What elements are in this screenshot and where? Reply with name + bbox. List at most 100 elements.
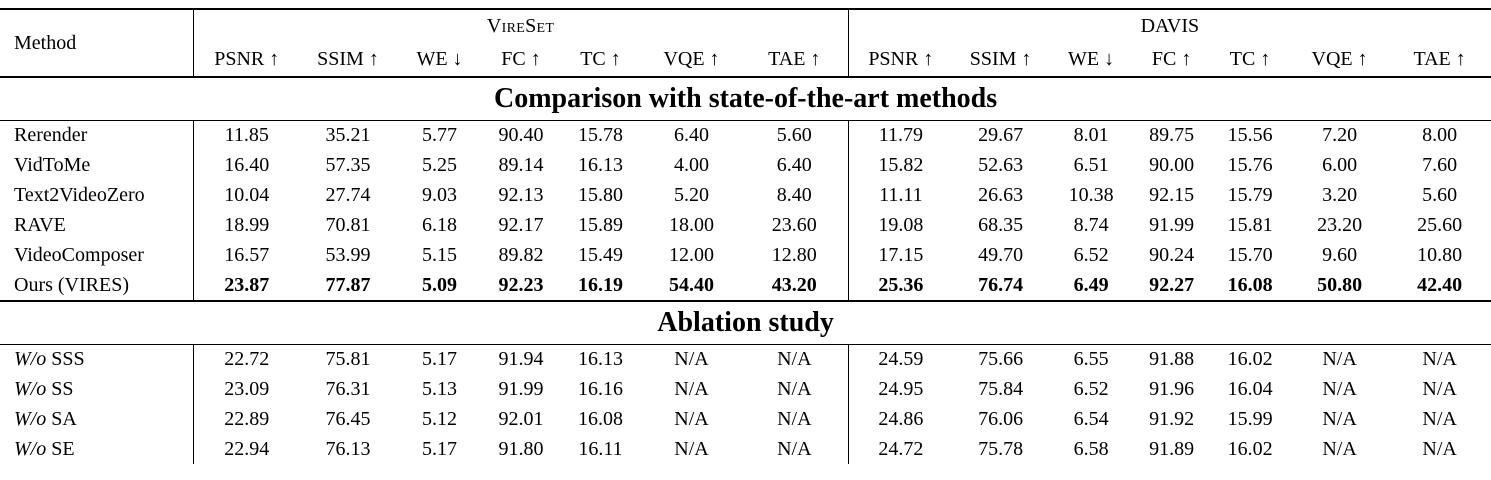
metric-value: 24.59 (847, 344, 954, 374)
header-group-row: Method VireSet DAVIS (0, 9, 1491, 54)
method-name-text: VidToMe (14, 154, 91, 176)
metric-arrow-icon: ↑ (709, 48, 720, 70)
metric-value: 22.89 (192, 404, 300, 434)
metric-value: 5.60 (776, 124, 812, 147)
metric-value: N/A (1422, 407, 1457, 430)
metric-value: 23.20 (1317, 214, 1363, 236)
method-name-text: Ours (VIRES) (14, 273, 129, 296)
metric-value: 3.20 (1322, 184, 1358, 206)
metric-value: 16.16 (578, 377, 623, 400)
metric-header: PSNR ↑ (847, 43, 954, 77)
metric-value: N/A (674, 437, 709, 460)
metric-value: 16.11 (578, 437, 623, 460)
metric-value: 26.63 (978, 184, 1024, 206)
method-name: W/o SA (0, 404, 193, 434)
method-name: W/o SSS (0, 344, 193, 374)
metric-value: 6.49 (1073, 273, 1109, 296)
metric-value: 24.95 (847, 374, 954, 404)
metric-arrow-icon: ↑ (810, 48, 821, 70)
metric-value: 18.00 (669, 214, 714, 236)
metric-label: VQE (663, 48, 705, 70)
metric-value: 5.12 (422, 407, 457, 430)
method-name-text: VideoComposer (14, 244, 144, 266)
metric-value: 16.02 (1227, 437, 1273, 460)
metric-value: 6.52 (1073, 377, 1109, 400)
metric-value: 92.27 (1149, 273, 1195, 296)
metric-value: 6.58 (1073, 437, 1109, 460)
metric-value: 11.79 (847, 120, 954, 151)
metric-value: N/A (674, 407, 709, 430)
metric-label: SSIM (317, 48, 364, 70)
metric-label: WE (416, 48, 448, 70)
metric-header: VQE ↑ (1291, 43, 1388, 77)
metric-value: 89.75 (1149, 124, 1195, 147)
metric-value: 90.00 (1149, 154, 1195, 176)
metric-value: 15.89 (578, 214, 623, 236)
metric-arrow-icon: ↑ (530, 48, 541, 70)
metric-label: FC (501, 48, 526, 70)
metric-value: 12.00 (669, 244, 714, 266)
metric-value: 92.23 (498, 273, 544, 296)
metric-value: 15.79 (1227, 184, 1273, 206)
method-name: Text2VideoZero (0, 181, 193, 211)
metric-value: 35.21 (325, 124, 371, 147)
metric-value: 76.06 (978, 407, 1024, 430)
metric-value: N/A (1322, 407, 1357, 430)
metric-value: N/A (1422, 347, 1457, 370)
metric-arrow-icon: ↓ (452, 48, 463, 70)
method-name: W/o SE (0, 434, 193, 464)
section-title: Comparison with state-of-the-art methods (0, 76, 1491, 121)
method-name-text: Rerender (14, 124, 88, 147)
metric-value: 16.04 (1227, 377, 1273, 400)
metric-value: N/A (1322, 437, 1357, 460)
metric-value: 91.92 (1149, 407, 1195, 430)
metric-value: 16.57 (192, 240, 300, 271)
method-name-italic-prefix: W/o (14, 407, 52, 430)
metric-label: TAE (768, 48, 806, 70)
metric-value: 91.80 (498, 437, 544, 460)
metric-value: 68.35 (978, 214, 1024, 236)
metric-value: 6.40 (776, 154, 812, 176)
metric-value: N/A (777, 347, 812, 370)
metric-value: 70.81 (325, 214, 371, 236)
metric-value: 75.66 (978, 347, 1024, 370)
metric-value: 52.63 (978, 154, 1024, 176)
metric-value: 8.00 (1422, 124, 1458, 147)
metric-value: 7.60 (1422, 154, 1458, 176)
metric-label: WE (1068, 48, 1100, 70)
metric-value: 15.49 (578, 244, 623, 266)
metric-value: N/A (674, 377, 709, 400)
metric-value: 91.89 (1149, 437, 1195, 460)
metric-value: 15.76 (1227, 154, 1273, 176)
method-name-italic-prefix: W/o (14, 377, 52, 400)
method-name: Ours (VIRES) (0, 271, 193, 301)
metric-value: 15.56 (1227, 124, 1273, 147)
metric-value: 6.52 (1073, 244, 1109, 266)
metric-header: TC ↑ (1209, 43, 1291, 77)
metric-value: 27.74 (325, 184, 371, 206)
metric-header: TAE ↑ (741, 43, 848, 77)
metric-value: 91.96 (1149, 377, 1195, 400)
metric-value: 5.15 (422, 244, 457, 266)
metric-value: 15.82 (847, 150, 954, 181)
metric-value: N/A (1422, 437, 1457, 460)
metric-arrow-icon: ↑ (368, 48, 379, 70)
metric-label: PSNR (868, 48, 919, 70)
metric-value: 8.40 (776, 184, 812, 206)
table-header: Method VireSet DAVIS PSNR ↑ SSIM ↑ WE ↓ FC ↑ TC ↑ VQE… (0, 9, 1491, 77)
metric-label: PSNR (214, 48, 265, 70)
metric-value: 11.85 (192, 120, 300, 151)
metric-value: 90.40 (498, 124, 544, 147)
metric-value: 17.15 (847, 240, 954, 271)
metric-value: 12.80 (771, 244, 817, 266)
metric-value: 16.02 (1227, 347, 1273, 370)
header-metric-row: PSNR ↑ SSIM ↑ WE ↓ FC ↑ TC ↑ VQE ↑ TAE ↑ PSNR ↑ SSIM ↑ WE ↓… (0, 43, 1491, 77)
metric-value: 53.99 (325, 244, 371, 266)
metric-arrow-icon: ↓ (1104, 48, 1115, 70)
metric-value: 75.84 (978, 377, 1024, 400)
metric-value: 15.99 (1227, 407, 1273, 430)
metric-value: 9.03 (422, 184, 457, 206)
metric-arrow-icon: ↑ (1021, 48, 1032, 70)
metric-value: 23.87 (192, 270, 300, 301)
table-row: Rerender 11.85 35.21 5.77 90.40 15.78 6.40 5.60… (0, 120, 1491, 151)
